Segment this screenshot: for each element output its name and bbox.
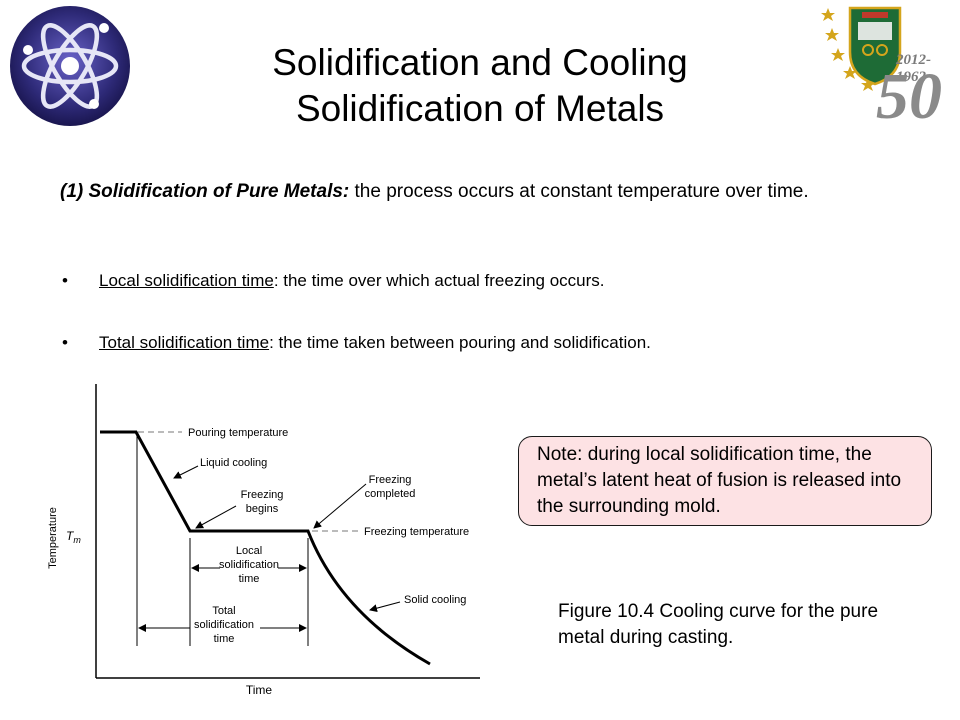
x-axis-label: Time: [246, 683, 273, 697]
begins-leader: [195, 505, 237, 529]
bullet-dot: •: [62, 333, 68, 352]
slide-title: Solidification and Cooling Solidificatio…: [150, 40, 810, 132]
stars-decoration: [821, 8, 875, 91]
anniversary-number: 50: [876, 60, 942, 133]
label-local-1: Local: [236, 545, 262, 557]
solid-leader: [369, 601, 401, 613]
label-total-2: solidification: [194, 619, 254, 631]
label-freezing-begins-1: Freezing: [241, 489, 284, 501]
cooling-curve: [100, 430, 431, 666]
label-freezing-begins-2: begins: [246, 503, 279, 515]
label-freezing-temp: Freezing temperature: [364, 526, 469, 538]
label-solid-cooling: Solid cooling: [404, 594, 466, 606]
label-freezing-completed-2: completed: [365, 488, 416, 500]
y-axis-label: Temperature: [47, 507, 59, 569]
university-anniversary-logo: 2012-1962 50: [818, 0, 958, 134]
bullet-dot: •: [62, 271, 68, 290]
intro-label: (1) Solidification of Pure Metals:: [60, 181, 350, 202]
label-freezing-completed-1: Freezing: [369, 474, 412, 486]
bullet-term: Total solidification time: [99, 333, 270, 352]
university-crest-icon: [821, 6, 902, 91]
figure-caption: Figure 10.4 Cooling curve for the pure m…: [558, 601, 879, 648]
note-box: Note: during local solidification time, …: [518, 436, 932, 526]
label-pouring-temp: Pouring temperature: [188, 427, 288, 439]
label-total-3: time: [214, 633, 235, 645]
liquid-leader: [173, 465, 199, 479]
tm-label: Tm: [66, 529, 81, 545]
label-total-1: Total: [212, 605, 235, 617]
completed-leader: [313, 483, 367, 529]
anniversary-years: 2012-1962: [896, 52, 931, 85]
title-line-2: Solidification of Metals: [295, 88, 665, 129]
cooling-curve-figure: Temperature Time Tm Pouring temperature …: [47, 384, 480, 697]
atom-logo: [8, 4, 132, 128]
bullet-term: Local solidification time: [99, 271, 274, 290]
label-liquid-cooling: Liquid cooling: [200, 457, 267, 469]
bullet-text: : the time over which actual freezing oc…: [273, 271, 605, 290]
intro-text: the process occurs at constant temperatu…: [349, 181, 809, 202]
title-line-1: Solidification and Cooling: [272, 42, 688, 83]
bullet-text: : the time taken between pouring and sol…: [269, 333, 651, 352]
label-local-2: solidification: [219, 559, 279, 571]
atom-icon: [10, 6, 130, 126]
label-local-3: time: [239, 573, 260, 585]
intro-paragraph: (1) Solidification of Pure Metals: the p…: [60, 177, 958, 206]
